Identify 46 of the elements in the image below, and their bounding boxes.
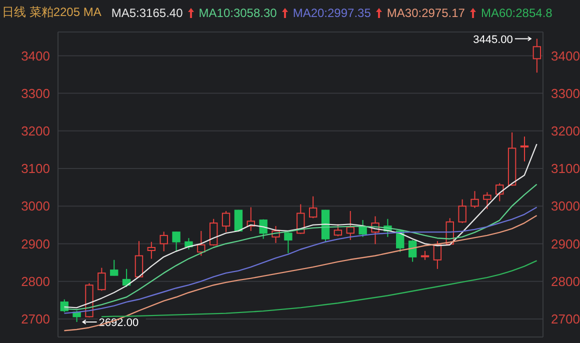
- y2-tick-label: 3400: [551, 48, 580, 64]
- chart-title: 日线 菜粕2205 MA: [2, 4, 102, 21]
- candlestick: [160, 231, 168, 252]
- candlestick: [458, 198, 466, 224]
- candlestick: [334, 224, 342, 237]
- y-tick-label: 2700: [21, 312, 50, 327]
- candlestick: [358, 220, 367, 238]
- candlestick: [532, 38, 542, 74]
- candlestick: [308, 196, 318, 219]
- text: MA5:3165.40: [111, 6, 183, 20]
- candlestick: [222, 210, 230, 233]
- candlestick: [134, 240, 144, 278]
- text: MA30:2975.17: [386, 6, 465, 20]
- y-tick-label: 3100: [21, 161, 50, 176]
- text: MA60:2854.8: [480, 6, 552, 20]
- y2-tick-label: 2900: [551, 236, 580, 252]
- candlestick: [420, 250, 430, 260]
- annotation: 3445.00: [473, 34, 513, 46]
- y2-tick-label: 3100: [551, 161, 580, 176]
- y-tick-label: 2800: [21, 274, 50, 289]
- y-tick-label: 3300: [21, 86, 50, 101]
- candlestick: [197, 230, 206, 256]
- candlestick: [483, 192, 492, 210]
- y2-tick-label: 3300: [551, 86, 580, 101]
- y-tick-label: 2900: [21, 236, 50, 252]
- candlestick: [408, 239, 417, 262]
- line-series: [100, 260, 538, 318]
- text: MA20:2997.35: [292, 6, 371, 20]
- y-tick-label: 3400: [21, 48, 50, 64]
- y2-tick-label: 3200: [551, 124, 580, 139]
- candlestick: [110, 259, 118, 276]
- candlestick: [520, 136, 529, 162]
- candlestick: [284, 232, 292, 254]
- y2-tick-label: 2800: [551, 274, 580, 289]
- line-series: [64, 214, 538, 332]
- y2-tick-label: 3000: [551, 198, 580, 214]
- candlestick: [470, 190, 479, 209]
- y-tick-label: 3000: [21, 198, 50, 214]
- candlestick: [147, 241, 156, 260]
- candlestick: [98, 267, 106, 292]
- y-tick-label: 3200: [21, 124, 50, 139]
- candlestick: [346, 210, 354, 240]
- text: MA10:3058.30: [198, 6, 277, 20]
- y2-tick-label: 2700: [551, 312, 580, 327]
- candlestick: [172, 231, 180, 252]
- candlestick: [433, 240, 442, 270]
